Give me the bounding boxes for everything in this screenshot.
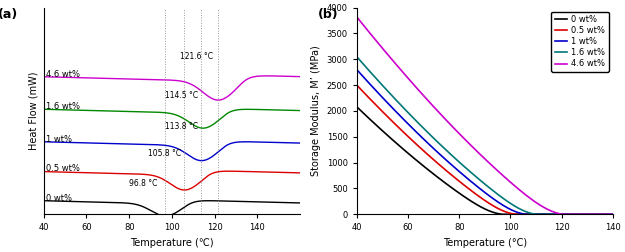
1 wt% — [522, 213, 530, 216]
4.6 wt% — [457, 133, 464, 136]
0 wt% — [529, 213, 537, 216]
4.6 wt% — [609, 213, 617, 216]
Text: 96.8 °C: 96.8 °C — [129, 179, 158, 188]
Text: (b): (b) — [318, 8, 339, 21]
0.5 wt% — [512, 213, 519, 216]
1 wt% — [553, 213, 561, 216]
Line: 0.5 wt%: 0.5 wt% — [357, 85, 613, 214]
0.5 wt% — [609, 213, 617, 216]
0.5 wt% — [558, 213, 565, 216]
0 wt% — [466, 199, 473, 202]
Line: 0 wt%: 0 wt% — [357, 107, 613, 214]
Text: 1.6 wt%: 1.6 wt% — [46, 102, 80, 111]
Text: (a): (a) — [0, 8, 18, 21]
0 wt% — [457, 193, 464, 196]
Line: 4.6 wt%: 4.6 wt% — [357, 17, 613, 214]
1 wt% — [466, 179, 473, 182]
0.5 wt% — [529, 213, 537, 216]
0.5 wt% — [553, 213, 561, 216]
Y-axis label: Heat Flow (mW): Heat Flow (mW) — [28, 72, 38, 150]
1.6 wt% — [457, 162, 464, 165]
1.6 wt% — [532, 213, 540, 216]
Text: 113.8 °C: 113.8 °C — [166, 122, 199, 131]
0.5 wt% — [353, 84, 361, 87]
Text: 0 wt%: 0 wt% — [46, 194, 72, 203]
4.6 wt% — [379, 47, 387, 50]
0 wt% — [553, 213, 561, 216]
Y-axis label: Storage Modulus, M’ (MPa): Storage Modulus, M’ (MPa) — [311, 46, 321, 176]
0.5 wt% — [379, 111, 387, 114]
1.6 wt% — [379, 84, 387, 87]
1 wt% — [558, 213, 565, 216]
Line: 1 wt%: 1 wt% — [357, 70, 613, 214]
Text: 1 wt%: 1 wt% — [46, 135, 72, 144]
1.6 wt% — [466, 170, 473, 173]
Legend: 0 wt%, 0.5 wt%, 1 wt%, 1.6 wt%, 4.6 wt%: 0 wt%, 0.5 wt%, 1 wt%, 1.6 wt%, 4.6 wt% — [551, 12, 609, 72]
1 wt% — [609, 213, 617, 216]
Text: 0.5 wt%: 0.5 wt% — [46, 164, 80, 173]
0 wt% — [558, 213, 565, 216]
1 wt% — [529, 213, 537, 216]
4.6 wt% — [529, 199, 536, 202]
1 wt% — [353, 68, 361, 71]
1.6 wt% — [609, 213, 617, 216]
4.6 wt% — [353, 15, 361, 18]
4.6 wt% — [559, 213, 567, 216]
1.6 wt% — [353, 55, 361, 58]
1 wt% — [457, 171, 464, 174]
0 wt% — [499, 213, 506, 216]
Text: 114.5 °C: 114.5 °C — [166, 91, 199, 100]
0 wt% — [353, 105, 361, 108]
Text: 105.8 °C: 105.8 °C — [148, 149, 181, 159]
1.6 wt% — [529, 212, 536, 215]
X-axis label: Temperature (℃): Temperature (℃) — [130, 238, 214, 248]
Text: 4.6 wt%: 4.6 wt% — [46, 70, 80, 79]
1.6 wt% — [553, 213, 561, 216]
0 wt% — [379, 130, 387, 133]
1 wt% — [379, 97, 387, 100]
Line: 1.6 wt%: 1.6 wt% — [357, 57, 613, 214]
4.6 wt% — [558, 212, 565, 215]
4.6 wt% — [466, 143, 473, 146]
X-axis label: Temperature (°C): Temperature (°C) — [442, 238, 527, 248]
1.6 wt% — [558, 213, 565, 216]
0.5 wt% — [457, 181, 464, 184]
4.6 wt% — [552, 211, 560, 214]
0 wt% — [609, 213, 617, 216]
Text: 121.6 °C: 121.6 °C — [181, 52, 213, 61]
0.5 wt% — [466, 188, 473, 191]
